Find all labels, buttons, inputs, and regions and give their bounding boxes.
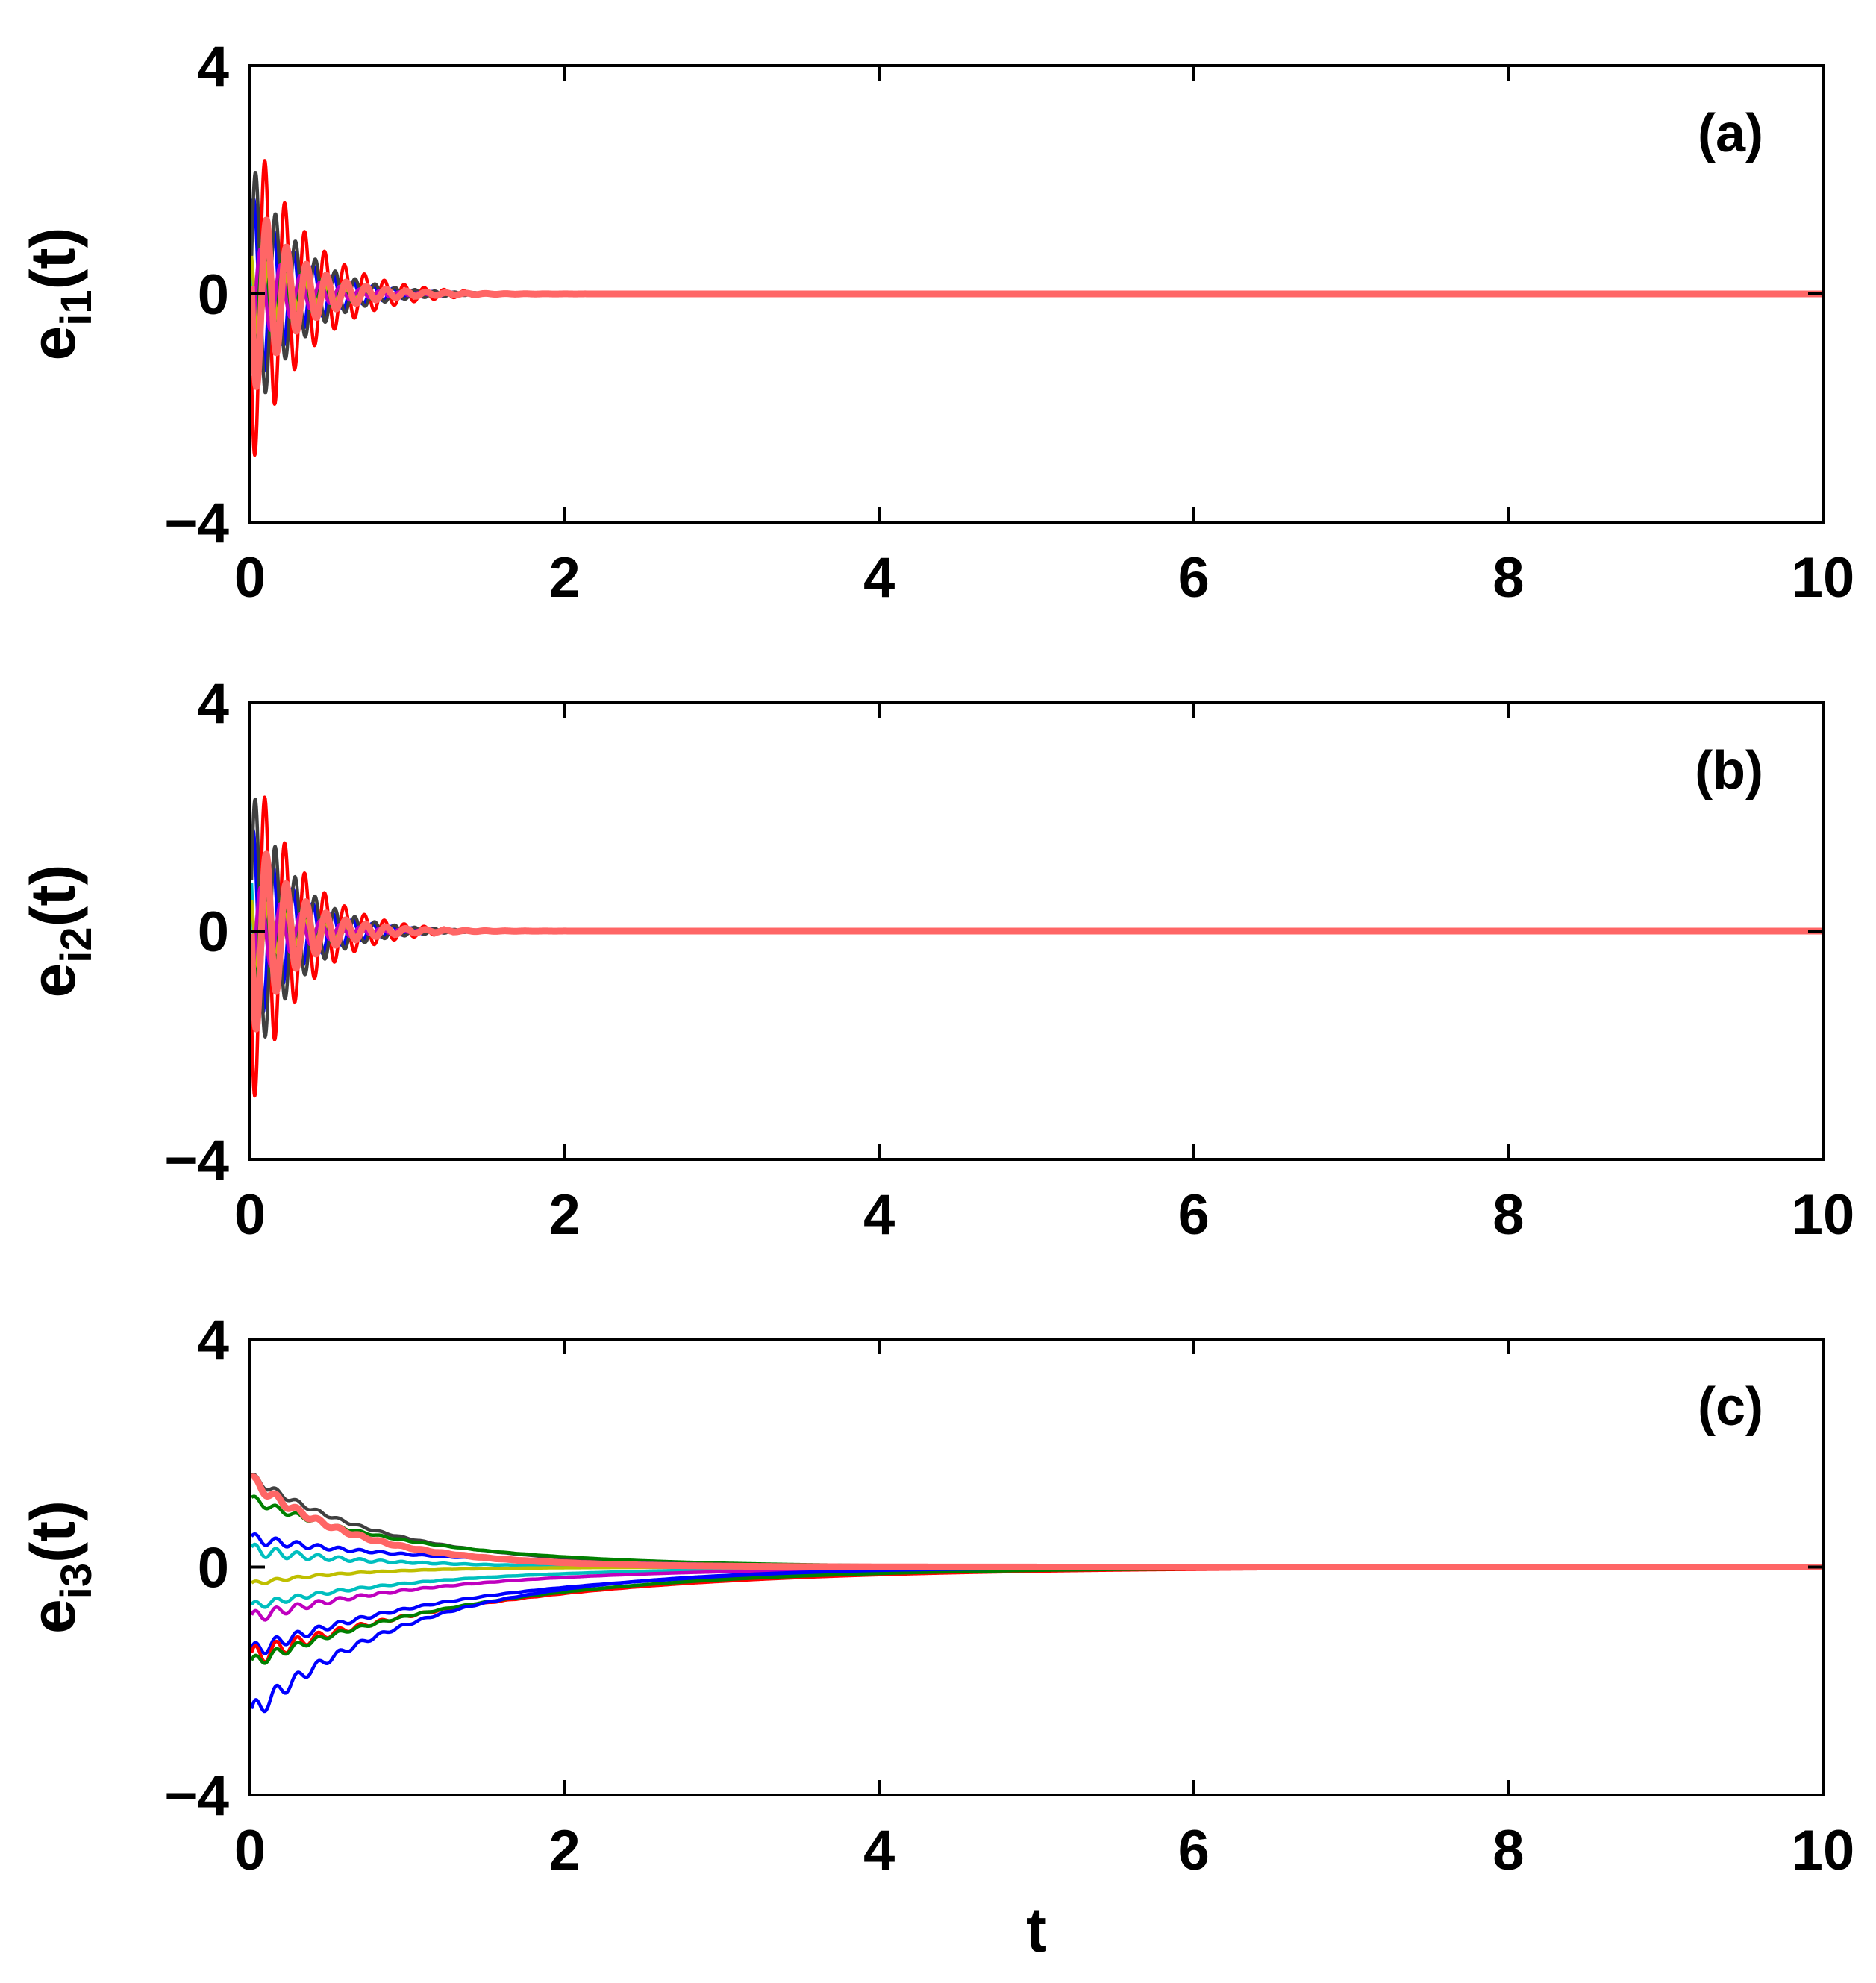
- x-tick-label: 6: [1178, 1183, 1210, 1247]
- y-axis-label-main: e: [18, 1599, 88, 1634]
- series-line-1: [250, 159, 1823, 457]
- x-tick-label: 6: [1178, 546, 1210, 610]
- x-axis-label: t: [1026, 1895, 1047, 1965]
- x-tick-label: 6: [1178, 1819, 1210, 1882]
- y-axis-label: ei2(t): [18, 864, 101, 997]
- y-axis-label-sub: i1: [52, 289, 101, 325]
- x-tick-label: 0: [234, 1183, 266, 1247]
- y-axis-label-main: e: [18, 963, 88, 998]
- series-line-2: [250, 197, 1823, 374]
- x-tick-label: 8: [1492, 1819, 1524, 1882]
- y-axis-label-suffix: (t): [18, 227, 88, 289]
- series-line-3: [250, 797, 1823, 1039]
- x-tick-label: 10: [1792, 1819, 1855, 1882]
- x-tick-label: 4: [863, 546, 895, 610]
- series-line-7: [250, 1565, 1823, 1622]
- x-tick-label: 10: [1792, 1183, 1855, 1247]
- series-line-8: [250, 1565, 1823, 1655]
- series-group: [250, 1473, 1823, 1714]
- x-tick-label: 0: [234, 1819, 266, 1882]
- x-tick-label: 8: [1492, 546, 1524, 610]
- series-line-12: [250, 1473, 1823, 1570]
- y-tick-label: 0: [198, 900, 229, 964]
- x-tick-label: 2: [548, 1819, 580, 1882]
- y-axis-label-sub: i3: [52, 1563, 101, 1599]
- panel-label: (c): [1698, 1377, 1763, 1437]
- series-group: [250, 795, 1823, 1098]
- x-tick-label: 0: [234, 546, 266, 610]
- x-tick-label: 4: [863, 1819, 895, 1882]
- x-tick-label: 2: [548, 1183, 580, 1247]
- y-tick-label: −4: [164, 1764, 229, 1828]
- series-line-5: [250, 874, 1823, 1003]
- series-group: [250, 159, 1823, 457]
- y-axis-label-suffix: (t): [18, 1500, 88, 1563]
- series-line-1: [250, 795, 1823, 1098]
- y-tick-label: 0: [198, 1537, 229, 1600]
- series-line-7: [250, 885, 1823, 986]
- y-tick-label: 4: [198, 35, 229, 98]
- y-tick-label: 4: [198, 1309, 229, 1372]
- series-line-3: [250, 171, 1823, 395]
- y-tick-label: 0: [198, 263, 229, 327]
- x-tick-label: 2: [548, 546, 580, 610]
- series-line-8: [250, 216, 1823, 390]
- y-axis-label: ei1(t): [18, 227, 101, 360]
- y-axis-label-main: e: [18, 326, 88, 361]
- x-tick-label: 8: [1492, 1183, 1524, 1247]
- series-line-4: [250, 234, 1823, 368]
- series-line-2: [250, 827, 1823, 1015]
- panel-label: (b): [1695, 741, 1763, 801]
- panel-label: (a): [1698, 104, 1763, 163]
- y-axis-label: ei3(t): [18, 1500, 101, 1634]
- x-tick-label: 4: [863, 1183, 895, 1247]
- series-line-1: [251, 1473, 1823, 1569]
- y-axis-label-suffix: (t): [18, 864, 88, 927]
- series-line-8: [250, 850, 1823, 1033]
- series-line-11: [250, 1565, 1823, 1714]
- series-line-5: [250, 239, 1823, 360]
- y-tick-label: 4: [198, 672, 229, 736]
- x-tick-label: 10: [1792, 546, 1855, 610]
- series-line-4: [250, 869, 1823, 1009]
- y-tick-label: −4: [164, 492, 229, 555]
- y-axis-label-sub: i2: [52, 927, 101, 962]
- y-tick-label: −4: [164, 1129, 229, 1192]
- series-line-7: [250, 247, 1823, 348]
